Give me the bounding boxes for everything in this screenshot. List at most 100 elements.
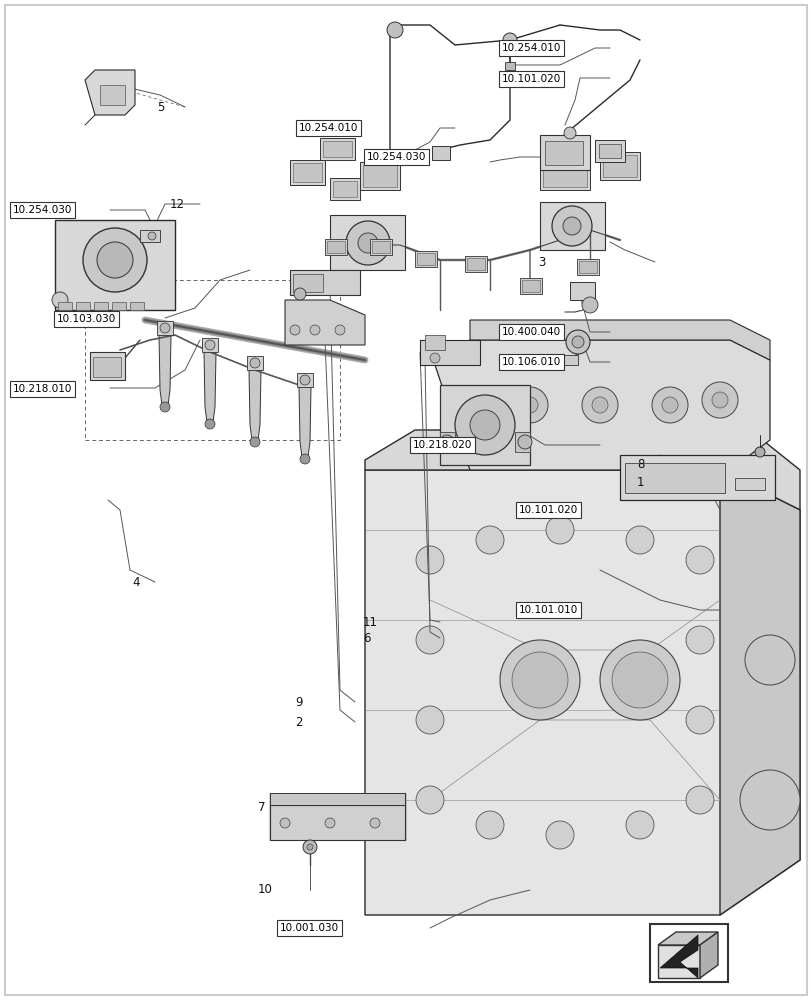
Bar: [594, 140, 624, 162]
Bar: [440, 432, 454, 452]
Bar: [371, 241, 389, 253]
Circle shape: [387, 22, 402, 38]
Circle shape: [370, 818, 380, 828]
Bar: [424, 335, 444, 350]
Circle shape: [430, 353, 440, 363]
Circle shape: [160, 323, 169, 333]
Polygon shape: [365, 470, 799, 915]
Circle shape: [294, 288, 306, 300]
Circle shape: [358, 233, 378, 253]
Bar: [329, 215, 405, 270]
Circle shape: [512, 387, 547, 423]
Bar: [624, 463, 724, 493]
Bar: [370, 239, 392, 255]
Text: 10.254.010: 10.254.010: [298, 123, 358, 133]
Bar: [55, 220, 175, 310]
Circle shape: [415, 626, 444, 654]
Circle shape: [250, 437, 260, 447]
Circle shape: [160, 402, 169, 412]
Bar: [599, 144, 620, 158]
Circle shape: [475, 811, 504, 839]
Bar: [414, 251, 436, 267]
Circle shape: [685, 706, 713, 734]
Text: 1: 1: [636, 476, 644, 488]
Circle shape: [611, 652, 667, 708]
Bar: [466, 258, 484, 270]
Circle shape: [475, 526, 504, 554]
Text: 10.101.020: 10.101.020: [501, 74, 560, 84]
Circle shape: [52, 292, 68, 308]
Bar: [577, 259, 599, 275]
Circle shape: [685, 786, 713, 814]
Text: 10.218.020: 10.218.020: [413, 440, 472, 450]
Circle shape: [625, 526, 653, 554]
Circle shape: [625, 811, 653, 839]
Bar: [734, 478, 764, 490]
Circle shape: [250, 358, 260, 368]
Bar: [320, 138, 354, 160]
Bar: [417, 253, 435, 265]
Circle shape: [551, 206, 591, 246]
Circle shape: [599, 640, 679, 720]
Polygon shape: [159, 335, 171, 405]
Bar: [247, 356, 263, 370]
Bar: [569, 282, 594, 300]
Circle shape: [97, 242, 133, 278]
Polygon shape: [657, 945, 699, 978]
Circle shape: [83, 228, 147, 292]
Bar: [363, 165, 397, 187]
Text: 10.254.030: 10.254.030: [13, 205, 72, 215]
Polygon shape: [719, 470, 799, 915]
Circle shape: [754, 447, 764, 457]
Polygon shape: [298, 387, 311, 457]
Bar: [139, 230, 160, 242]
Circle shape: [571, 336, 583, 348]
Text: 2: 2: [294, 715, 303, 728]
Text: 7: 7: [258, 801, 265, 814]
Text: 11: 11: [363, 615, 378, 628]
Bar: [290, 160, 324, 185]
Bar: [440, 385, 530, 465]
Circle shape: [415, 546, 444, 574]
Bar: [649, 924, 727, 982]
Circle shape: [454, 395, 514, 455]
Circle shape: [204, 419, 215, 429]
Bar: [327, 241, 345, 253]
Circle shape: [335, 325, 345, 335]
Circle shape: [581, 297, 597, 313]
Circle shape: [521, 397, 538, 413]
Polygon shape: [657, 932, 717, 945]
Polygon shape: [365, 430, 799, 510]
Text: 3: 3: [538, 256, 545, 269]
Bar: [130, 302, 144, 310]
Text: 10.400.040: 10.400.040: [501, 327, 560, 337]
Bar: [202, 338, 217, 352]
Bar: [76, 302, 90, 310]
Circle shape: [440, 435, 453, 449]
Bar: [599, 152, 639, 180]
Circle shape: [702, 382, 737, 418]
Circle shape: [651, 387, 687, 423]
Polygon shape: [435, 340, 769, 470]
Bar: [543, 158, 586, 187]
Text: 12: 12: [169, 198, 185, 211]
Circle shape: [500, 640, 579, 720]
Bar: [94, 302, 108, 310]
Circle shape: [711, 392, 727, 408]
Circle shape: [415, 786, 444, 814]
Circle shape: [324, 818, 335, 828]
Polygon shape: [270, 805, 405, 840]
Bar: [521, 280, 539, 292]
Bar: [90, 352, 125, 380]
Bar: [100, 85, 125, 105]
Circle shape: [545, 821, 573, 849]
Bar: [539, 135, 590, 170]
Polygon shape: [470, 320, 769, 360]
Circle shape: [685, 626, 713, 654]
Bar: [359, 162, 400, 190]
Text: 10.254.010: 10.254.010: [501, 43, 560, 53]
Polygon shape: [249, 370, 260, 440]
Bar: [504, 62, 514, 70]
Polygon shape: [85, 70, 135, 115]
Text: 4: 4: [132, 576, 139, 588]
